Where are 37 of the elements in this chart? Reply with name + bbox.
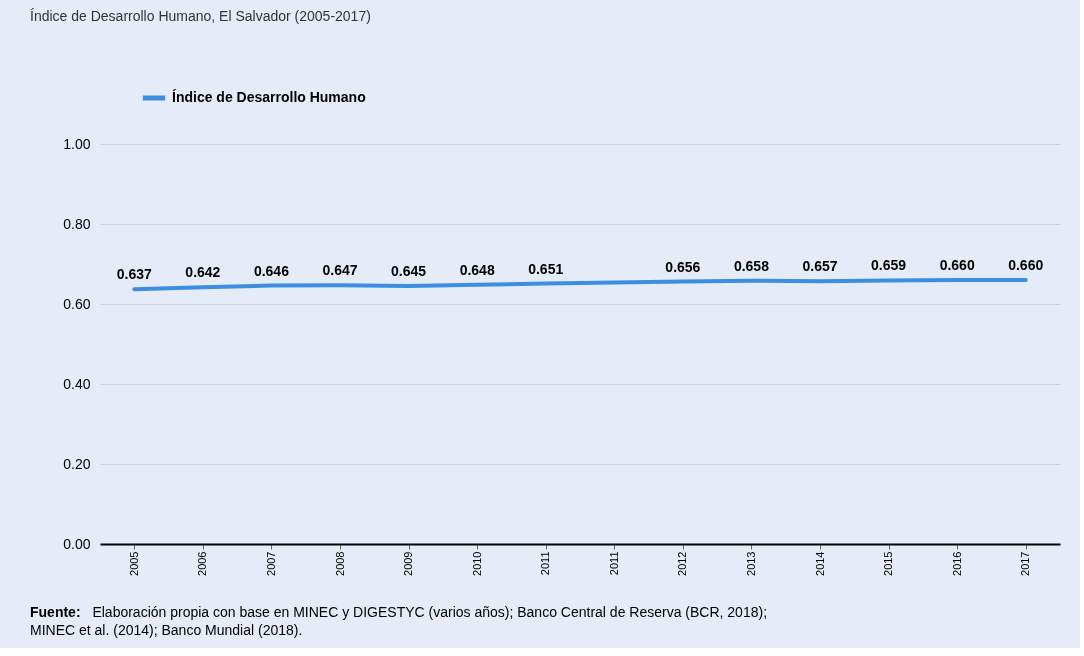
x-tick-label: 2013 [744, 551, 757, 576]
source-note: Fuente: Elaboración propia con base en MINEC y DIGESTYC (varios años); Banco Central de Reserva (BCR, 2018); MINEC et al. (2014); Banco Mundial (2018). [30, 604, 768, 638]
x-tick-label: 2007 [264, 551, 277, 576]
data-label: 0.656 [665, 258, 701, 275]
data-label: 0.660 [939, 257, 975, 273]
data-label: 0.660 [1008, 257, 1044, 273]
x-tick-label: 2012 [676, 551, 689, 576]
data-label: 0.642 [185, 264, 221, 281]
data-label: 0.657 [802, 258, 838, 275]
data-label: 0.646 [253, 262, 290, 279]
y-tick-label: 1.00 [63, 135, 91, 152]
data-label: 0.637 [116, 266, 153, 283]
y-tick-label: 0.20 [63, 455, 91, 472]
x-tick-label: 2010 [470, 551, 483, 576]
x-tick-label: 2011 [539, 551, 552, 576]
data-label: 0.647 [322, 262, 358, 279]
data-label: 0.648 [459, 261, 495, 278]
x-tick-label: 2016 [950, 551, 963, 576]
data-label: 0.658 [733, 257, 770, 274]
x-tick-label: 2015 [882, 551, 895, 576]
data-label: 0.645 [391, 263, 427, 279]
data-label: 0.659 [871, 257, 907, 274]
data-label: 0.651 [528, 260, 564, 277]
x-tick-label: 2005 [127, 551, 140, 576]
x-tick-label: 2017 [1019, 551, 1032, 576]
x-tick-label: 2011 [607, 551, 620, 576]
legend-label: Índice de Desarrollo Humano [172, 89, 366, 105]
y-tick-label: 0.00 [63, 535, 91, 552]
x-tick-label: 2008 [333, 551, 346, 576]
x-tick-label: 2009 [402, 551, 415, 576]
x-tick-label: 2014 [813, 551, 826, 576]
y-tick-label: 0.80 [63, 215, 91, 232]
y-tick-label: 0.40 [63, 375, 91, 392]
y-tick-label: 0.60 [63, 295, 91, 312]
line-series [132, 278, 1028, 292]
x-tick-label: 2006 [196, 551, 209, 576]
chart-title: Índice de Desarrollo Humano, El Salvador (2005-2017) [30, 8, 371, 24]
